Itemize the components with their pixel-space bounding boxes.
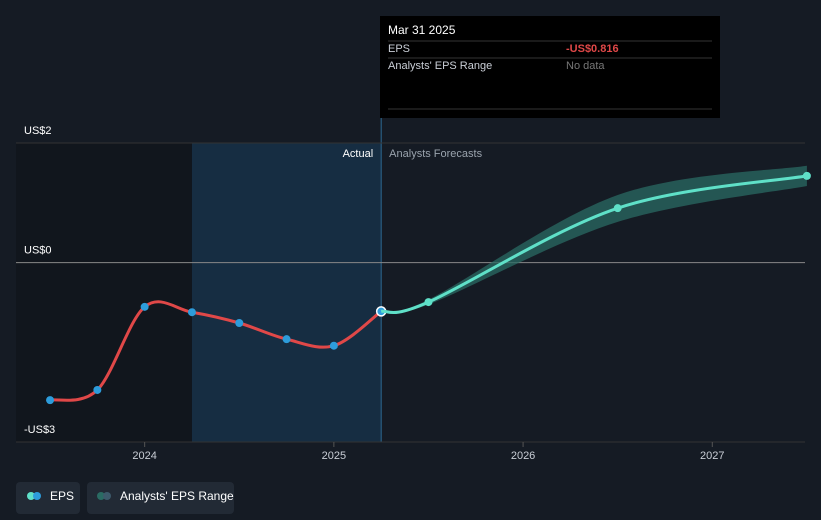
tooltip-label: EPS <box>388 43 410 55</box>
point <box>93 385 102 394</box>
past-region <box>16 143 192 442</box>
y-tick-label: -US$3 <box>24 424 55 436</box>
tooltip-value: No data <box>566 60 605 72</box>
point <box>802 171 811 180</box>
legend-swatch <box>27 492 35 500</box>
point <box>140 302 149 311</box>
legend: EPS Analysts' EPS Range <box>16 482 234 514</box>
tooltip <box>380 16 720 118</box>
x-tick-label: 2027 <box>700 450 724 462</box>
point <box>282 335 291 344</box>
legend-swatch <box>33 492 41 500</box>
point <box>235 318 244 327</box>
y-tick-label: US$0 <box>24 245 52 257</box>
highlight-region <box>191 143 382 442</box>
x-tick-label: 2024 <box>132 450 156 462</box>
point <box>613 204 622 213</box>
x-tick-label: 2026 <box>511 450 535 462</box>
region-label: Actual <box>343 148 374 160</box>
legend-item[interactable] <box>87 482 234 514</box>
legend-label: EPS <box>50 489 74 503</box>
legend-item[interactable] <box>16 482 80 514</box>
series-line <box>49 300 383 402</box>
legend-swatch <box>97 492 105 500</box>
y-tick-label: US$2 <box>24 125 52 137</box>
tooltip-label: Analysts' EPS Range <box>388 60 492 72</box>
series-line <box>380 174 808 315</box>
x-tick-label: 2025 <box>322 450 346 462</box>
legend-label: Analysts' EPS Range <box>120 489 234 503</box>
legend-swatch <box>103 492 111 500</box>
point <box>424 298 433 307</box>
tooltip-date: Mar 31 2025 <box>388 23 456 37</box>
point <box>46 396 55 405</box>
point <box>329 341 338 350</box>
range-band <box>381 165 807 314</box>
tooltip-value: -US$0.816 <box>566 43 619 55</box>
point <box>187 308 196 317</box>
region-label: Analysts Forecasts <box>389 148 482 160</box>
